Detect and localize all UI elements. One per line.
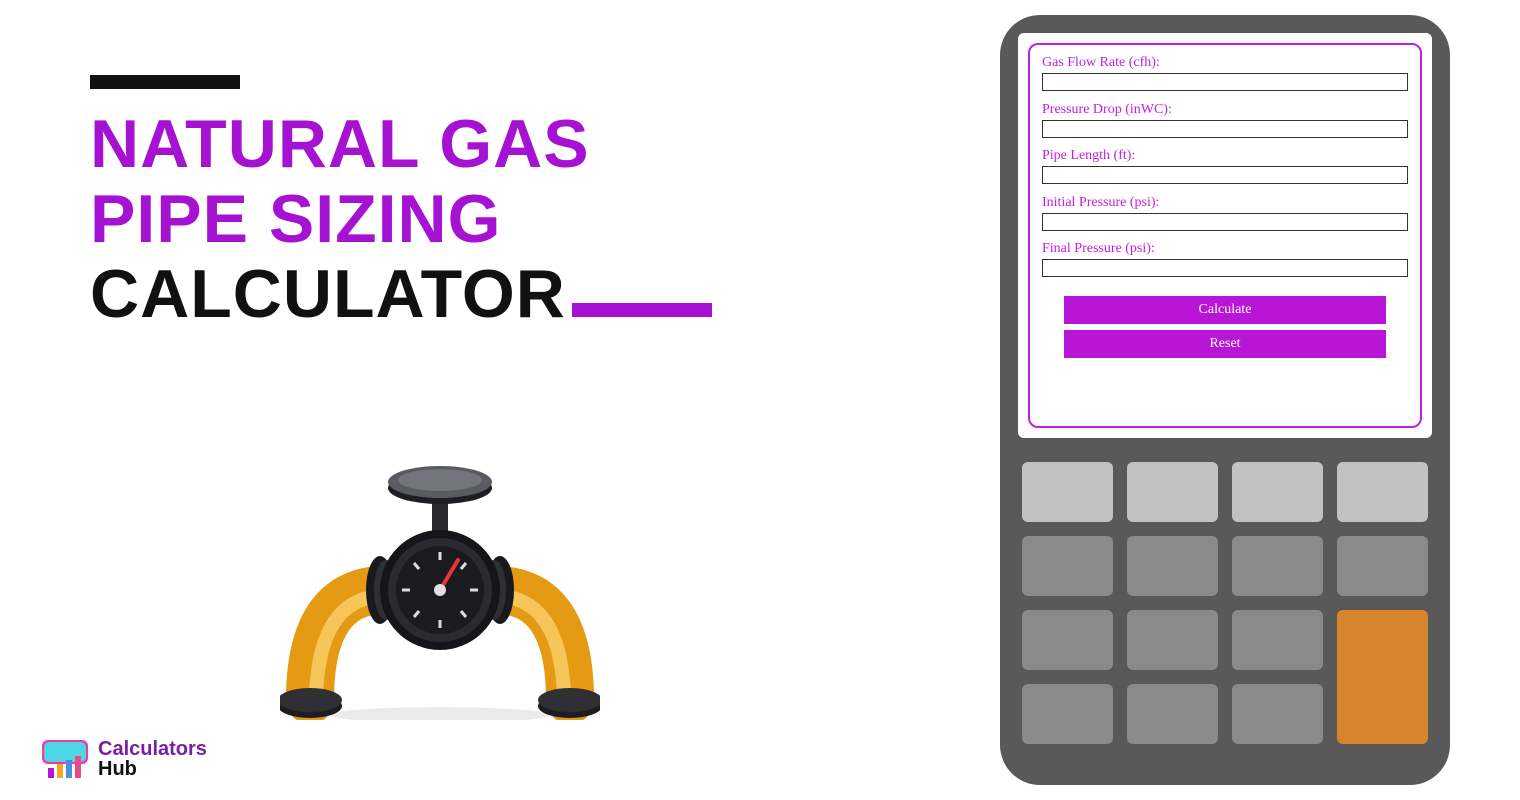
calculator-keypad [1018,458,1432,748]
calculator-device: Gas Flow Rate (cfh): Pressure Drop (inWC… [1000,15,1450,785]
keypad-key[interactable] [1127,536,1218,596]
form-panel: Gas Flow Rate (cfh): Pressure Drop (inWC… [1028,43,1422,428]
keypad-key[interactable] [1127,610,1218,670]
keypad-key[interactable] [1022,462,1113,522]
keypad-key[interactable] [1232,536,1323,596]
title-line-1: NATURAL GAS [90,107,790,182]
logo-text-hub: Hub [98,759,207,779]
field-gas-flow-rate: Gas Flow Rate (cfh): [1042,55,1408,92]
field-pipe-length: Pipe Length (ft): [1042,148,1408,185]
field-pressure-drop: Pressure Drop (inWC): [1042,102,1408,139]
keypad-key[interactable] [1127,462,1218,522]
label-pressure-drop: Pressure Drop (inWC): [1042,102,1408,118]
label-final-pressure: Final Pressure (psi): [1042,241,1408,257]
input-gas-flow-rate[interactable] [1042,73,1408,91]
keypad-key[interactable] [1232,684,1323,744]
input-pipe-length[interactable] [1042,166,1408,184]
logo-text-calculators: Calculators [98,739,207,759]
input-pressure-drop[interactable] [1042,120,1408,138]
label-initial-pressure: Initial Pressure (psi): [1042,195,1408,211]
calculator-screen: Gas Flow Rate (cfh): Pressure Drop (inWC… [1018,33,1432,438]
title-top-bar [90,75,240,89]
logo-icon [40,738,90,780]
pipe-valve-illustration [280,430,600,720]
keypad-key[interactable] [1022,536,1113,596]
keypad-key[interactable] [1232,610,1323,670]
title-line-3-text: CALCULATOR [90,256,566,332]
title-line-3: CALCULATOR [90,257,790,332]
keypad-key[interactable] [1022,684,1113,744]
label-pipe-length: Pipe Length (ft): [1042,148,1408,164]
title-line-2: PIPE SIZING [90,182,790,257]
reset-button[interactable]: Reset [1064,330,1386,358]
keypad-key[interactable] [1337,462,1428,522]
title-section: NATURAL GAS PIPE SIZING CALCULATOR [90,75,790,331]
field-final-pressure: Final Pressure (psi): [1042,241,1408,278]
keypad-key[interactable] [1022,610,1113,670]
form-buttons: Calculate Reset [1042,296,1408,358]
title-bottom-bar [572,303,712,317]
keypad-equals-key[interactable] [1337,610,1428,744]
brand-logo: Calculators Hub [40,738,207,780]
input-final-pressure[interactable] [1042,259,1408,277]
calculate-button[interactable]: Calculate [1064,296,1386,324]
keypad-key[interactable] [1127,684,1218,744]
field-initial-pressure: Initial Pressure (psi): [1042,195,1408,232]
keypad-key[interactable] [1232,462,1323,522]
label-gas-flow-rate: Gas Flow Rate (cfh): [1042,55,1408,71]
input-initial-pressure[interactable] [1042,213,1408,231]
keypad-key[interactable] [1337,536,1428,596]
